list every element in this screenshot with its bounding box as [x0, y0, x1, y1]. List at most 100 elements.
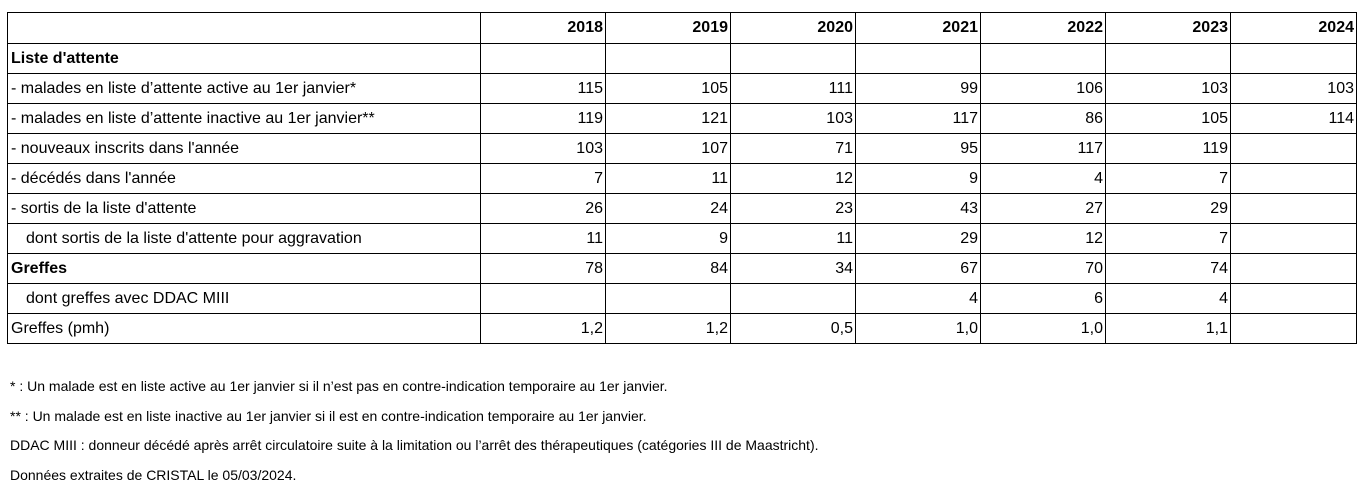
- table-cell: 74: [1105, 253, 1231, 284]
- table-cell: 95: [855, 133, 981, 164]
- table-row: Liste d'attente: [7, 43, 1357, 74]
- table-cell: [1230, 163, 1357, 194]
- footnote-inactive-list: ** : Un malade est en liste inactive au …: [10, 407, 647, 424]
- row-label: Greffes (pmh): [7, 313, 481, 344]
- row-label: - malades en liste d’attente inactive au…: [7, 103, 481, 134]
- table-row: - malades en liste d’attente active au 1…: [7, 73, 1357, 104]
- year-header: 2022: [980, 12, 1106, 44]
- table-cell: 4: [1105, 283, 1231, 314]
- table-cell: 103: [1105, 73, 1231, 104]
- table-cell: [1230, 193, 1357, 224]
- table-cell: 9: [605, 223, 731, 254]
- waiting-list-table: 2018 2019 2020 2021 2022 2023 2024 Liste…: [7, 12, 1357, 344]
- table-cell: [1230, 313, 1357, 344]
- table-cell: 115: [480, 73, 606, 104]
- row-label: - décédés dans l'année: [7, 163, 481, 194]
- table-cell: 26: [480, 193, 606, 224]
- table-cell: 84: [605, 253, 731, 284]
- table-cell: 7: [1105, 223, 1231, 254]
- table-cell: 7: [1105, 163, 1231, 194]
- table-cell: 11: [730, 223, 856, 254]
- table-cell: 43: [855, 193, 981, 224]
- table-cell: 1,1: [1105, 313, 1231, 344]
- year-header: 2023: [1105, 12, 1231, 44]
- table-row: - décédés dans l'année 7 11 12 9 4 7: [7, 163, 1357, 194]
- table-cell: 119: [480, 103, 606, 134]
- table-cell: 114: [1230, 103, 1357, 134]
- table-cell: 105: [1105, 103, 1231, 134]
- table-cell: 11: [605, 163, 731, 194]
- table-cell: 117: [980, 133, 1106, 164]
- table-cell: 117: [855, 103, 981, 134]
- table-cell: 4: [980, 163, 1106, 194]
- table-cell: 29: [855, 223, 981, 254]
- table-row: dont sortis de la liste d'attente pour a…: [7, 223, 1357, 254]
- table-cell: 71: [730, 133, 856, 164]
- table-cell: 27: [980, 193, 1106, 224]
- table-cell: [605, 283, 731, 314]
- year-header: 2021: [855, 12, 981, 44]
- table-cell: 1,0: [980, 313, 1106, 344]
- table-cell: 99: [855, 73, 981, 104]
- table-cell: 1,2: [480, 313, 606, 344]
- table-cell: 9: [855, 163, 981, 194]
- table-cell: [480, 283, 606, 314]
- table-cell: [730, 283, 856, 314]
- table-cell: 103: [1230, 73, 1357, 104]
- table-cell: 106: [980, 73, 1106, 104]
- row-label: dont greffes avec DDAC MIII: [7, 283, 481, 314]
- table-row: - sortis de la liste d'attente 26 24 23 43 27…: [7, 193, 1357, 224]
- table-cell: 4: [855, 283, 981, 314]
- table-cell: 6: [980, 283, 1106, 314]
- header-corner-cell: [7, 12, 481, 44]
- row-label: dont sortis de la liste d'attente pour a…: [7, 223, 481, 254]
- row-label: - malades en liste d’attente active au 1…: [7, 73, 481, 104]
- row-label: Liste d'attente: [7, 43, 481, 74]
- table-cell: [1230, 43, 1357, 74]
- table-cell: [855, 43, 981, 74]
- table-cell: [1230, 223, 1357, 254]
- row-label: - nouveaux inscrits dans l'année: [7, 133, 481, 164]
- table-cell: 0,5: [730, 313, 856, 344]
- table-cell: 11: [480, 223, 606, 254]
- year-header: 2018: [480, 12, 606, 44]
- table-cell: 111: [730, 73, 856, 104]
- table-cell: 12: [730, 163, 856, 194]
- year-header: 2020: [730, 12, 856, 44]
- footnote-ddac-definition: DDAC MIII : donneur décédé après arrêt c…: [10, 437, 819, 453]
- table-body: Liste d'attente - malades en liste d’atte…: [7, 43, 1357, 344]
- table-cell: [1230, 283, 1357, 314]
- table-cell: [980, 43, 1106, 74]
- table-cell: [730, 43, 856, 74]
- table-cell: 107: [605, 133, 731, 164]
- row-label: Greffes: [7, 253, 481, 284]
- table-cell: 23: [730, 193, 856, 224]
- table-cell: 34: [730, 253, 856, 284]
- table-cell: 7: [480, 163, 606, 194]
- table-cell: 1,2: [605, 313, 731, 344]
- year-header: 2019: [605, 12, 731, 44]
- table-cell: 24: [605, 193, 731, 224]
- table-row: Greffes (pmh) 1,2 1,2 0,5 1,0 1,0 1,1: [7, 313, 1357, 344]
- table-cell: 29: [1105, 193, 1231, 224]
- table-row: dont greffes avec DDAC MIII 4 6 4: [7, 283, 1357, 314]
- table-cell: [480, 43, 606, 74]
- table-cell: [1230, 253, 1357, 284]
- table-cell: [605, 43, 731, 74]
- footnotes: * : Un malade est en liste active au 1er…: [10, 372, 819, 490]
- table-row: Greffes 78 84 34 67 70 74: [7, 253, 1357, 284]
- table-cell: 119: [1105, 133, 1231, 164]
- table-cell: 103: [730, 103, 856, 134]
- table-row: - malades en liste d’attente inactive au…: [7, 103, 1357, 134]
- footnote-data-source: Données extraites de CRISTAL le 05/03/20…: [10, 466, 297, 483]
- row-label: - sortis de la liste d'attente: [7, 193, 481, 224]
- table-row: - nouveaux inscrits dans l'année 103 107 71…: [7, 133, 1357, 164]
- table-header-row: 2018 2019 2020 2021 2022 2023 2024: [7, 12, 1357, 44]
- table-cell: 121: [605, 103, 731, 134]
- table-cell: [1230, 133, 1357, 164]
- table-cell: 103: [480, 133, 606, 164]
- table-cell: 78: [480, 253, 606, 284]
- table-cell: [1105, 43, 1231, 74]
- table-cell: 67: [855, 253, 981, 284]
- table-cell: 86: [980, 103, 1106, 134]
